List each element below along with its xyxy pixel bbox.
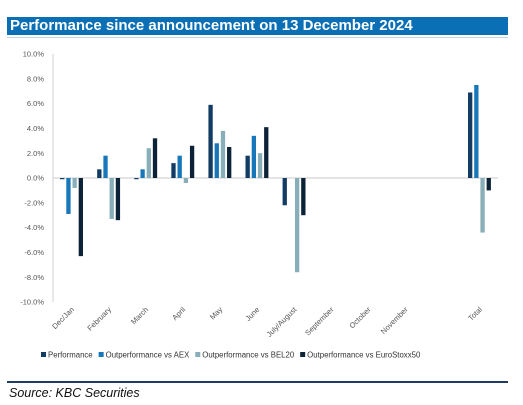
title-underline xyxy=(7,37,508,38)
legend-swatch xyxy=(98,352,104,357)
chart-title: Performance since announcement on 13 Dec… xyxy=(10,17,413,34)
x-tick-label: November xyxy=(379,305,410,336)
y-tick-label: -8.0% xyxy=(24,273,44,282)
bar-performance xyxy=(134,178,139,180)
bar-outperformance-vs-bel20 xyxy=(109,178,114,219)
bar-outperformance-vs-aex xyxy=(66,178,71,214)
y-tick-label: -2.0% xyxy=(24,198,44,207)
bar-performance xyxy=(60,178,65,180)
bar-outperformance-vs-aex xyxy=(103,155,108,178)
y-tick-label: 2.0% xyxy=(27,149,44,158)
bar-performance xyxy=(468,92,473,178)
x-tick-label: September xyxy=(303,305,336,338)
x-tick-label: July/August xyxy=(265,304,299,338)
bar-performance xyxy=(171,163,176,178)
bar-performance xyxy=(282,178,287,206)
bar-outperformance-vs-aex xyxy=(474,85,479,178)
x-tick-label: May xyxy=(208,305,225,322)
bar-outperformance-vs-bel20 xyxy=(72,178,77,188)
bar-chart: -10.0% -8.0% -6.0% -4.0% -2.0% 0.0% 2.0% 4.0% 6.… xyxy=(20,50,498,360)
x-tick-label: February xyxy=(85,305,113,333)
bar-outperformance-vs-aex xyxy=(251,135,257,178)
bar-outperformance-vs-eurostoxx50 xyxy=(486,178,491,191)
bar-outperformance-vs-bel20 xyxy=(257,153,263,178)
x-tick-label: April xyxy=(170,305,187,322)
bar-outperformance-vs-eurostoxx50 xyxy=(189,145,195,178)
source-note: Source: KBC Securities xyxy=(9,386,140,400)
bar-outperformance-vs-eurostoxx50 xyxy=(115,178,121,221)
bar-outperformance-vs-eurostoxx50 xyxy=(78,178,83,257)
bar-outperformance-vs-bel20 xyxy=(480,178,485,233)
x-tick-label: Dec/Jan xyxy=(50,305,76,331)
bar-outperformance-vs-aex xyxy=(140,169,145,178)
y-tick-label: 8.0% xyxy=(27,74,44,83)
bar-outperformance-vs-bel20 xyxy=(294,178,300,273)
x-tick-label: June xyxy=(244,305,262,323)
y-tick-label: -6.0% xyxy=(24,248,44,257)
legend-label: Performance xyxy=(48,351,93,360)
chart-title-bar: Performance since announcement on 13 Dec… xyxy=(7,17,508,35)
bar-outperformance-vs-aex xyxy=(214,143,219,178)
legend-label: Outperformance vs EuroStoxx50 xyxy=(307,351,421,360)
y-tick-label: -10.0% xyxy=(20,298,44,307)
bar-outperformance-vs-eurostoxx50 xyxy=(264,127,269,178)
x-tick-label: March xyxy=(129,305,150,326)
bar-outperformance-vs-eurostoxx50 xyxy=(152,138,158,178)
legend-label: Outperformance vs BEL20 xyxy=(202,351,295,360)
bar-performance xyxy=(208,104,213,178)
bar-outperformance-vs-bel20 xyxy=(183,178,189,183)
bar-outperformance-vs-eurostoxx50 xyxy=(301,178,306,216)
y-tick-label: 0.0% xyxy=(27,174,44,183)
legend-swatch xyxy=(195,352,201,357)
footer-rule xyxy=(7,381,508,383)
y-tick-label: 4.0% xyxy=(27,124,44,133)
legend-label: Outperformance vs AEX xyxy=(106,351,190,360)
y-tick-label: -4.0% xyxy=(24,223,44,232)
bar-performance xyxy=(245,155,250,178)
bar-outperformance-vs-aex xyxy=(177,155,182,178)
legend-swatch xyxy=(300,352,306,357)
bar-outperformance-vs-eurostoxx50 xyxy=(227,147,232,178)
x-tick-label: October xyxy=(347,305,373,331)
bar-performance xyxy=(97,169,102,178)
bar-outperformance-vs-bel20 xyxy=(220,130,226,178)
y-tick-label: 6.0% xyxy=(27,99,44,108)
legend-swatch xyxy=(41,352,46,357)
bar-outperformance-vs-bel20 xyxy=(146,148,151,178)
x-tick-label: Total xyxy=(466,305,484,323)
y-tick-label: 10.0% xyxy=(23,50,45,59)
